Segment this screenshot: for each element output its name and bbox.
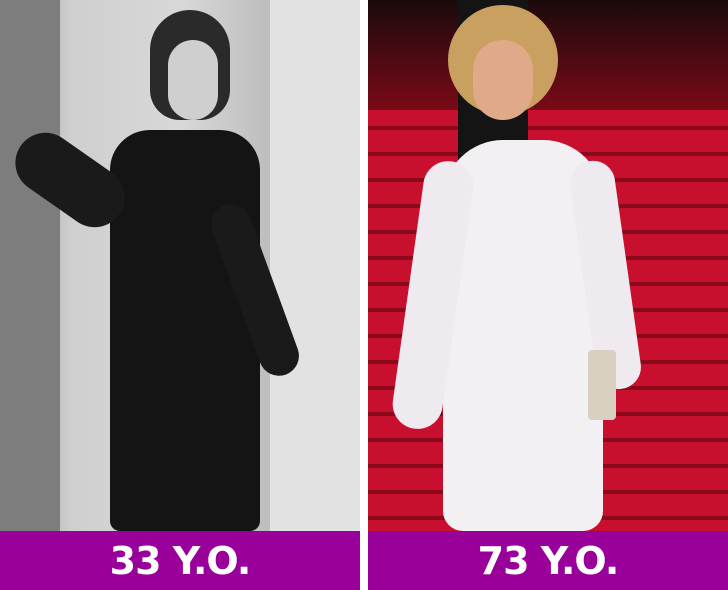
photo-black-and-white-woman-sequin-dress (0, 0, 360, 531)
photo-woman-white-gown-red-carpet (368, 0, 728, 531)
age-label: 73 Y.O. (368, 531, 728, 590)
panel-young: 33 Y.O. (0, 0, 360, 590)
age-label: 33 Y.O. (0, 531, 360, 590)
panel-older: 73 Y.O. (368, 0, 728, 590)
